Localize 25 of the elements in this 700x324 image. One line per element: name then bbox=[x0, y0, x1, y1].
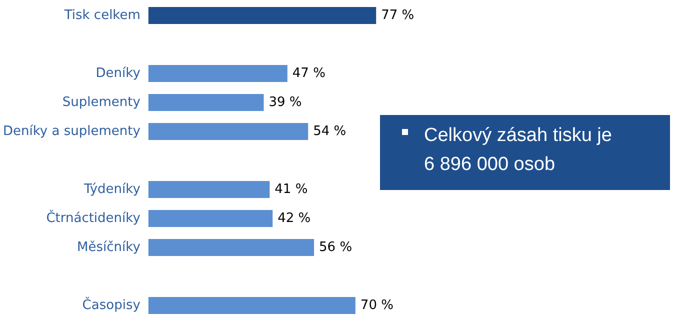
bar bbox=[148, 7, 376, 24]
bar bbox=[148, 210, 273, 227]
data-label: 42 % bbox=[278, 211, 311, 226]
text: Celkový zásah tisku je 6 896 000 osob bbox=[424, 125, 618, 175]
data-label: 70 % bbox=[360, 298, 394, 313]
data-label: 54 % bbox=[313, 124, 346, 139]
data-label: 47 % bbox=[292, 66, 326, 81]
bar bbox=[148, 123, 308, 140]
y-tick-label: Časopisy bbox=[82, 296, 141, 313]
y-tick-label: Deníky a suplementy bbox=[2, 124, 141, 139]
y-tick-label: Měsíčníky bbox=[77, 240, 141, 255]
y-tick-label: Suplementy bbox=[62, 95, 141, 110]
data-label: 56 % bbox=[319, 240, 352, 255]
bar bbox=[148, 94, 264, 111]
bar bbox=[148, 65, 288, 82]
data-label: 41 % bbox=[274, 182, 308, 197]
data-label: 77 % bbox=[381, 8, 414, 23]
bar bbox=[148, 239, 314, 256]
y-tick-label: Tisk celkem bbox=[63, 8, 140, 23]
bar bbox=[148, 297, 356, 314]
y-tick-label: Čtrnáctideníky bbox=[46, 209, 141, 226]
data-label: 39 % bbox=[268, 95, 302, 110]
y-tick-label: Deníky bbox=[96, 66, 141, 81]
bar bbox=[148, 181, 270, 198]
y-tick-label: Týdeníky bbox=[82, 182, 141, 197]
